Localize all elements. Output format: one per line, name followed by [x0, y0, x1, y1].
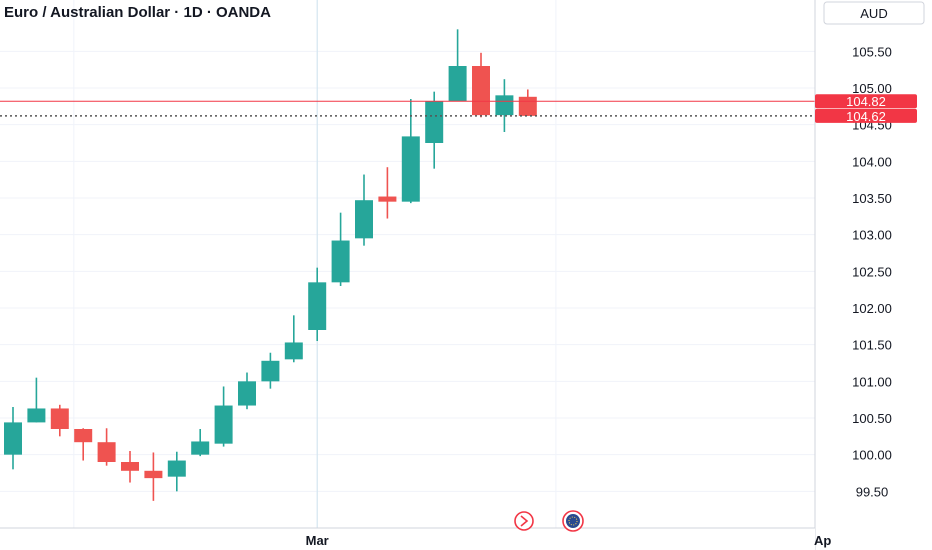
y-tick-label: 100.00 [852, 448, 892, 463]
candle-body [191, 441, 210, 455]
y-tick-label: 104.00 [852, 154, 892, 169]
candle-body [401, 136, 420, 202]
events-icon[interactable] [514, 511, 534, 531]
current-price-label: 104.62 [846, 109, 886, 124]
last-price-tag: 104.82 [815, 94, 917, 109]
y-tick-label: 102.00 [852, 301, 892, 316]
candle-body [50, 408, 69, 429]
y-tick-label: 105.00 [852, 81, 892, 96]
x-tick-label: Mar [306, 533, 329, 548]
candle-body [378, 196, 397, 202]
y-tick-label: 100.50 [852, 411, 892, 426]
time-axis-bg [0, 528, 815, 550]
currency-selector[interactable]: AUD [823, 1, 925, 25]
candle-body [74, 429, 93, 443]
y-tick-label: 102.50 [852, 264, 892, 279]
y-tick-label: 99.50 [856, 484, 889, 499]
candle-body [448, 66, 467, 102]
last-price-label: 104.82 [846, 94, 886, 109]
candle-body [355, 200, 373, 239]
y-tick-label: 103.00 [852, 228, 892, 243]
time-axis[interactable]: Mar Ap [306, 533, 832, 548]
y-tick-label: 105.50 [852, 44, 892, 59]
candle-body [214, 405, 233, 444]
currency-label: AUD [860, 6, 887, 21]
current-price-tag: 104.62 [815, 108, 917, 124]
y-tick-label: 101.50 [852, 338, 892, 353]
candle-body [121, 462, 139, 471]
y-tick-label: 101.00 [852, 374, 892, 389]
candle-body [97, 442, 116, 462]
candle-body [238, 381, 256, 406]
x-tick-label: Ap [814, 533, 831, 548]
candle-body [167, 460, 186, 477]
candles [4, 29, 537, 501]
candle-body [308, 282, 327, 330]
candle-body [518, 96, 537, 116]
flag-eu-icon[interactable] [562, 510, 584, 532]
candle-body [284, 342, 303, 360]
candle-body [331, 240, 350, 283]
price-axis-bg [815, 0, 932, 550]
candle-body [27, 408, 46, 423]
candle-body [495, 95, 514, 116]
candle-body [472, 66, 490, 116]
grid [0, 0, 824, 528]
candle-body [425, 101, 444, 143]
candle-body [261, 360, 280, 382]
candle-body [144, 470, 163, 479]
candle-body [4, 422, 22, 455]
chart-title: Euro / Australian Dollar · 1D · OANDA [4, 4, 271, 21]
y-tick-label: 103.50 [852, 191, 892, 206]
